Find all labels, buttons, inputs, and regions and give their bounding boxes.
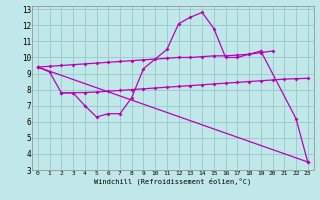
X-axis label: Windchill (Refroidissement éolien,°C): Windchill (Refroidissement éolien,°C) bbox=[94, 177, 252, 185]
